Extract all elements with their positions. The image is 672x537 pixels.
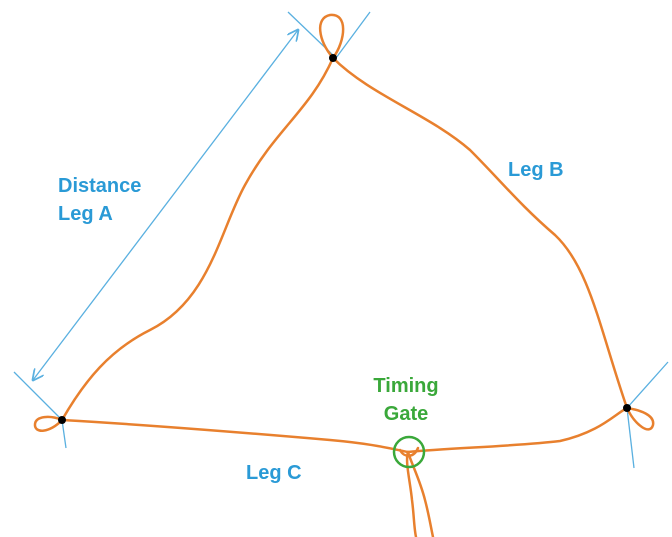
buoy (58, 416, 66, 424)
top-loop (320, 15, 343, 58)
label: Distance (58, 175, 141, 197)
diagram: Distance Leg A Leg B Leg C Timing Gate (0, 0, 672, 537)
label: Leg C (246, 462, 302, 484)
leg-c-path (62, 408, 627, 452)
label: Leg A (58, 203, 113, 225)
label: Leg B (508, 159, 564, 181)
guide-lines (14, 12, 668, 468)
label: Gate (384, 403, 428, 425)
course (35, 15, 653, 537)
left-loop (35, 417, 62, 431)
leg-b-path (333, 58, 627, 408)
buoy (623, 404, 631, 412)
leg-a-path (62, 58, 333, 420)
right-loop (627, 408, 653, 429)
buoy (329, 54, 337, 62)
label: Timing (373, 375, 438, 397)
